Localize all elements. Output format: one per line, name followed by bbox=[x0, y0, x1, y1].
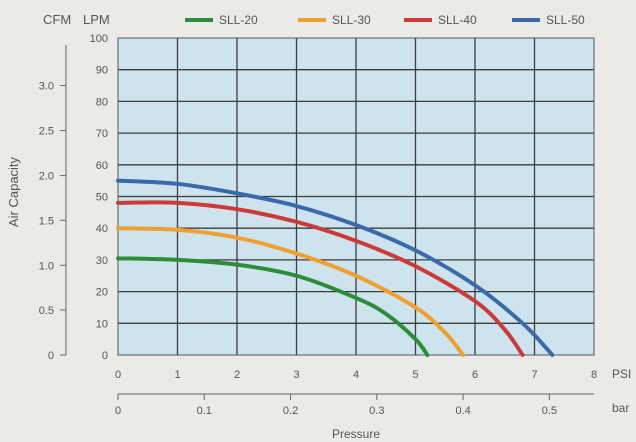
y-axis-title: Air Capacity bbox=[6, 156, 21, 227]
series-line-sll-50 bbox=[116, 178, 555, 357]
lpm-tick-label: 20 bbox=[96, 287, 108, 299]
bar-tick-label: 0.2 bbox=[283, 405, 298, 417]
cfm-tick-label: 3.0 bbox=[39, 81, 54, 93]
bar-tick-label: 0 bbox=[115, 405, 121, 417]
lpm-tick-label: 40 bbox=[96, 223, 108, 235]
lpm-tick-label: 60 bbox=[96, 160, 108, 172]
lpm-unit-label: LPM bbox=[83, 12, 110, 27]
psi-tick-label: 4 bbox=[353, 369, 359, 381]
lpm-tick-label: 80 bbox=[96, 96, 108, 108]
cfm-unit-label: CFM bbox=[43, 12, 71, 27]
series-line-sll-30 bbox=[116, 226, 466, 357]
x-axis-title: Pressure bbox=[332, 427, 380, 441]
lpm-tick-label: 70 bbox=[96, 128, 108, 140]
psi-tick-label: 6 bbox=[472, 369, 478, 381]
grid bbox=[118, 38, 594, 355]
cfm-tick-label: 2.5 bbox=[39, 126, 54, 138]
psi-tick-label: 2 bbox=[234, 369, 240, 381]
legend-label-sll-50: SLL-50 bbox=[546, 13, 585, 27]
cfm-tick-label: 0.5 bbox=[39, 305, 54, 317]
psi-tick-labels: 0 1 2 3 4 5 6 7 8 bbox=[115, 369, 597, 381]
cfm-tick-labels: 0 0.5 1.0 1.5 2.0 2.5 3.0 bbox=[39, 81, 66, 362]
psi-tick-label: 3 bbox=[293, 369, 299, 381]
lpm-tick-label: 0 bbox=[102, 350, 108, 362]
lpm-tick-label: 90 bbox=[96, 65, 108, 77]
psi-tick-label: 1 bbox=[174, 369, 180, 381]
legend: SLL-20 SLL-30 SLL-40 SLL-50 bbox=[185, 13, 585, 27]
bar-tick-label: 0.1 bbox=[197, 405, 212, 417]
bar-tick-labels: 0 0.1 0.2 0.3 0.4 0.5 bbox=[115, 394, 557, 417]
series-line-sll-40 bbox=[116, 200, 525, 357]
lpm-tick-labels: 0 10 20 30 40 50 60 70 80 90 100 bbox=[90, 33, 108, 362]
cfm-tick-label: 1.5 bbox=[39, 215, 54, 227]
legend-label-sll-20: SLL-20 bbox=[219, 13, 258, 27]
bar-tick-label: 0.5 bbox=[542, 405, 557, 417]
cfm-tick-label: 0 bbox=[48, 350, 54, 362]
cfm-tick-label: 2.0 bbox=[39, 171, 54, 183]
lpm-tick-label: 50 bbox=[96, 192, 108, 204]
cfm-tick-label: 1.0 bbox=[39, 260, 54, 272]
psi-tick-label: 0 bbox=[115, 369, 121, 381]
bar-unit-label: bar bbox=[612, 401, 629, 415]
series-line-sll-20 bbox=[116, 256, 430, 357]
psi-tick-label: 5 bbox=[412, 369, 418, 381]
bar-tick-label: 0.4 bbox=[455, 405, 470, 417]
lpm-tick-label: 100 bbox=[90, 33, 108, 45]
lpm-tick-label: 30 bbox=[96, 255, 108, 267]
legend-label-sll-30: SLL-30 bbox=[332, 13, 371, 27]
series-lines bbox=[116, 178, 555, 357]
psi-tick-label: 8 bbox=[591, 369, 597, 381]
psi-tick-label: 7 bbox=[531, 369, 537, 381]
psi-unit-label: PSI bbox=[612, 367, 631, 381]
lpm-tick-label: 10 bbox=[96, 318, 108, 330]
legend-label-sll-40: SLL-40 bbox=[438, 13, 477, 27]
bar-tick-label: 0.3 bbox=[369, 405, 384, 417]
